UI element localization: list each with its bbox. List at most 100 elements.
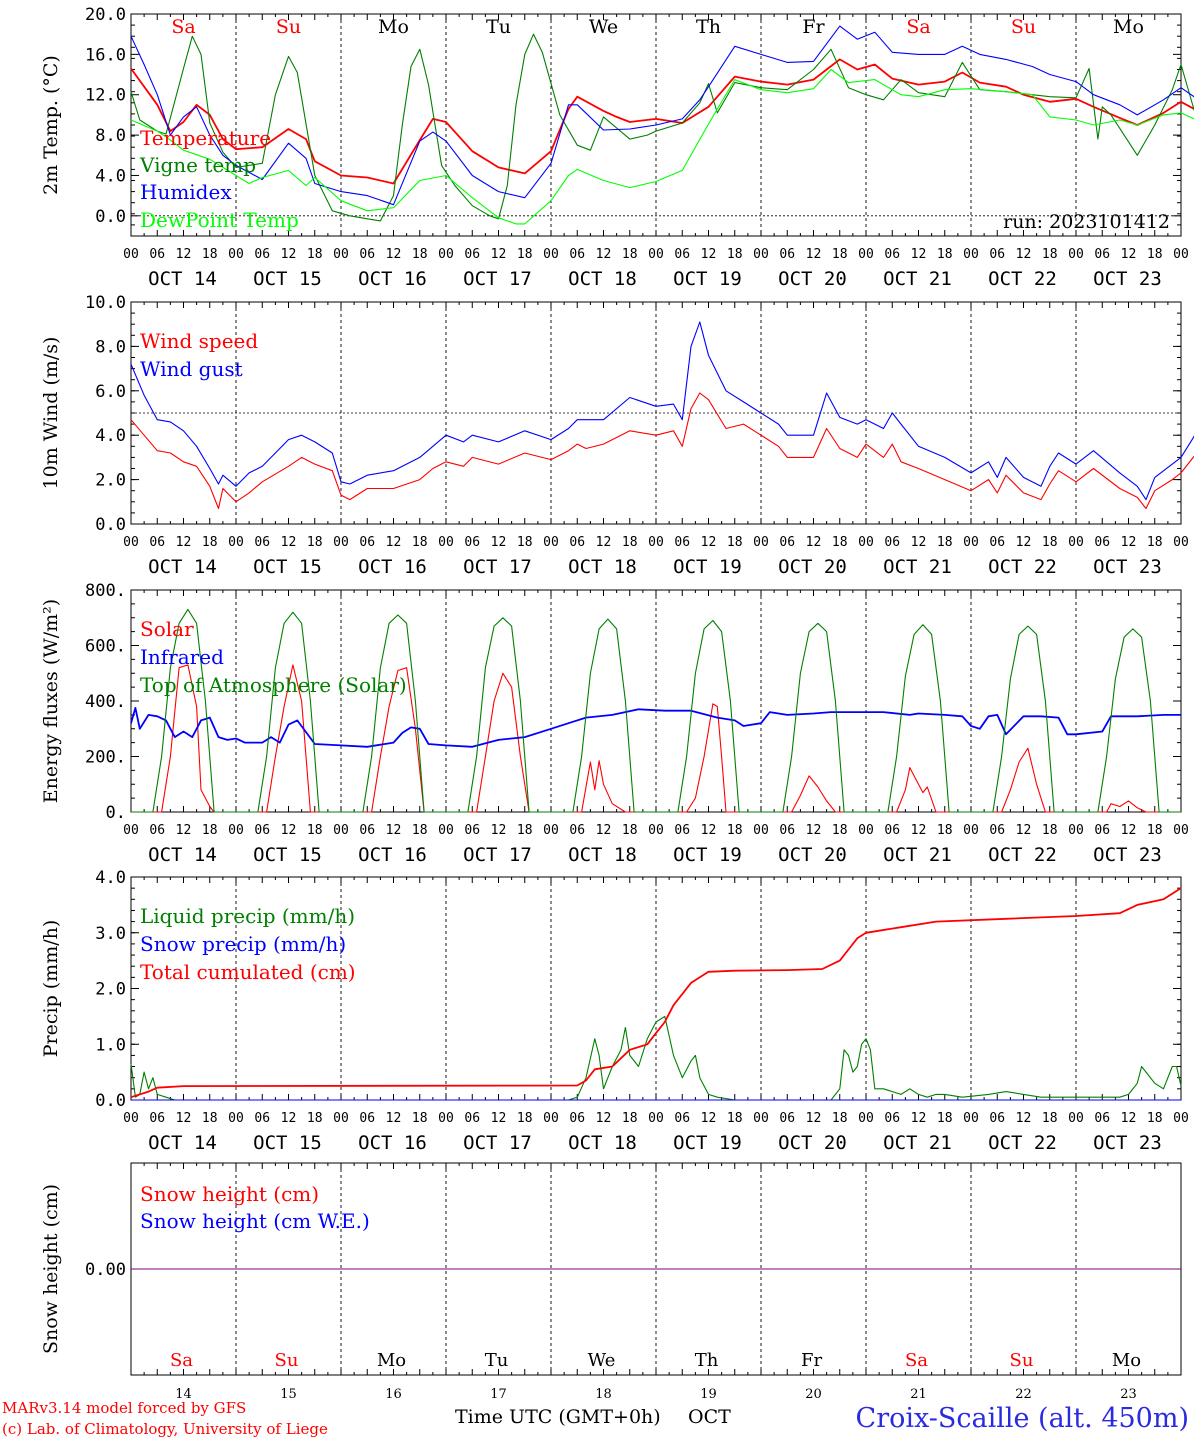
legend-entry: Snow precip (mm/h) [140,932,346,956]
hour-tick-label: 00 [858,247,874,262]
hour-tick-label: 06 [989,247,1005,262]
hour-tick-label: 00 [1173,247,1189,262]
hour-tick-label: 18 [622,1111,638,1126]
y-tick-label: 0.0 [95,515,126,535]
hour-tick-label: 18 [832,823,848,838]
hour-tick-label: 18 [202,823,218,838]
run-annotation: run: 2023101412 [1003,211,1170,233]
hour-tick-label: 12 [491,535,507,550]
hour-tick-label: 00 [753,247,769,262]
day-number-label: 14 [175,1387,192,1402]
y-tick-label: 0.0 [95,1091,126,1111]
date-label: OCT 15 [253,556,322,578]
weekday-label: Sa [171,16,195,38]
date-label: OCT 19 [673,844,742,866]
series-line [130,392,1194,510]
hour-tick-label: 12 [281,247,297,262]
hour-tick-label: 12 [911,823,927,838]
hour-tick-label: 18 [1042,247,1058,262]
hour-tick-label: 00 [123,535,139,550]
y-tick-label: 4.0 [95,166,126,186]
hour-tick-label: 18 [1042,823,1058,838]
hour-tick-label: 06 [569,1111,585,1126]
hour-tick-label: 06 [149,823,165,838]
y-axis-title: Energy fluxes (W/m²) [40,599,62,803]
hour-tick-label: 00 [858,1111,874,1126]
hour-tick-label: 18 [517,823,533,838]
hour-tick-label: 18 [202,1111,218,1126]
panels: 0.0 4.0 8.0 12.0 16.0 20.0 2m Temp. (°C) Temper… [40,5,1194,1402]
hour-tick-label: 00 [1068,535,1084,550]
date-label: OCT 19 [673,1132,742,1154]
hour-tick-label: 06 [149,247,165,262]
y-tick-label: 200. [85,748,126,768]
hour-tick-label: 18 [727,247,743,262]
series-line [130,58,1194,185]
hour-tick-label: 18 [412,247,428,262]
hour-tick-label: 12 [701,535,717,550]
y-tick-label: 0.0 [95,207,126,227]
hour-tick-label: 06 [674,823,690,838]
date-label: OCT 21 [883,556,952,578]
hour-tick-label: 18 [517,535,533,550]
hour-tick-label: 00 [543,1111,559,1126]
date-label: OCT 17 [463,844,532,866]
footer-copyright: (c) Lab. of Climatology, University of L… [2,1420,328,1438]
hour-tick-label: 18 [202,535,218,550]
hour-tick-label: 06 [779,823,795,838]
hour-tick-label: 00 [1173,535,1189,550]
y-axis-title: Snow height (cm) [40,1184,62,1354]
y-tick-label: 2.0 [95,471,126,491]
hour-tick-label: 18 [937,535,953,550]
hour-tick-label: 12 [281,535,297,550]
hour-tick-label: 06 [254,823,270,838]
hour-tick-label: 00 [228,823,244,838]
date-label: OCT 23 [1093,844,1162,866]
y-tick-label: 16.0 [85,45,126,65]
hour-tick-label: 12 [491,1111,507,1126]
date-label: OCT 17 [463,556,532,578]
hour-tick-label: 18 [307,247,323,262]
panel-wind: 0.0 2.0 4.0 6.0 8.0 10.0 10m Wind (m/s) Wind sp… [40,293,1194,578]
hour-tick-label: 00 [123,823,139,838]
date-label: OCT 16 [358,556,427,578]
hour-tick-label: 06 [884,1111,900,1126]
legend-entry: Liquid precip (mm/h) [140,904,355,928]
weekday-label: Sa [170,1350,193,1371]
series-line [130,887,1182,1099]
hour-tick-label: 06 [674,247,690,262]
hour-tick-label: 06 [149,535,165,550]
date-label: OCT 20 [778,556,847,578]
date-label: OCT 20 [778,844,847,866]
hour-tick-label: 00 [123,247,139,262]
legend-entry: Wind speed [140,329,258,353]
date-label: OCT 23 [1093,556,1162,578]
series-line [130,321,1194,501]
hour-tick-label: 18 [622,823,638,838]
hour-tick-label: 18 [832,535,848,550]
hour-tick-label: 12 [701,1111,717,1126]
hour-tick-label: 18 [1147,247,1163,262]
hour-tick-label: 12 [806,1111,822,1126]
hour-tick-label: 00 [753,535,769,550]
day-number-label: 19 [700,1387,717,1402]
hour-tick-label: 18 [622,247,638,262]
hour-tick-label: 12 [911,535,927,550]
hour-tick-label: 06 [569,535,585,550]
hour-tick-label: 06 [464,247,480,262]
panel-temperature: 0.0 4.0 8.0 12.0 16.0 20.0 2m Temp. (°C) Temper… [40,5,1194,290]
date-label: OCT 19 [673,268,742,290]
hour-tick-label: 00 [1173,1111,1189,1126]
panel-snow: 0.00 Snow height (cm) Snow height (cm) Snow… [40,1162,1182,1402]
hour-tick-label: 12 [1121,823,1137,838]
day-number-label: 15 [280,1387,297,1402]
hour-tick-label: 12 [1016,823,1032,838]
hour-tick-label: 12 [386,247,402,262]
y-tick-label: 600. [85,637,126,657]
hour-tick-label: 06 [359,535,375,550]
day-number-label: 23 [1120,1387,1137,1402]
series-line [131,664,1181,813]
day-number-label: 18 [595,1387,612,1402]
hour-tick-label: 18 [937,247,953,262]
